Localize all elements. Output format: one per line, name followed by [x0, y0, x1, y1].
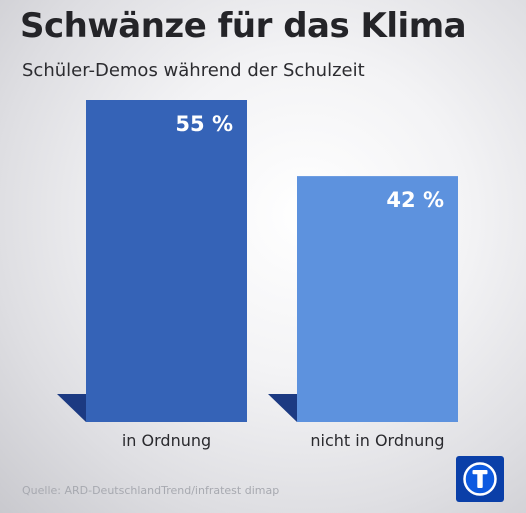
category-label: in Ordnung — [122, 431, 211, 450]
data-label: 42 % — [386, 188, 444, 212]
chart-title: Schwänze für das Klima — [20, 6, 467, 46]
bar-shadow — [268, 394, 297, 422]
ard-logo-icon — [456, 456, 504, 502]
chart-subtitle: Schüler-Demos während der Schulzeit — [22, 60, 365, 81]
data-label: 55 % — [175, 112, 233, 136]
category-label: nicht in Ordnung — [310, 431, 444, 450]
bar — [297, 176, 458, 422]
bar-shadow — [57, 394, 86, 422]
source-note: Quelle: ARD-DeutschlandTrend/infratest d… — [22, 484, 280, 497]
bar — [86, 100, 247, 422]
